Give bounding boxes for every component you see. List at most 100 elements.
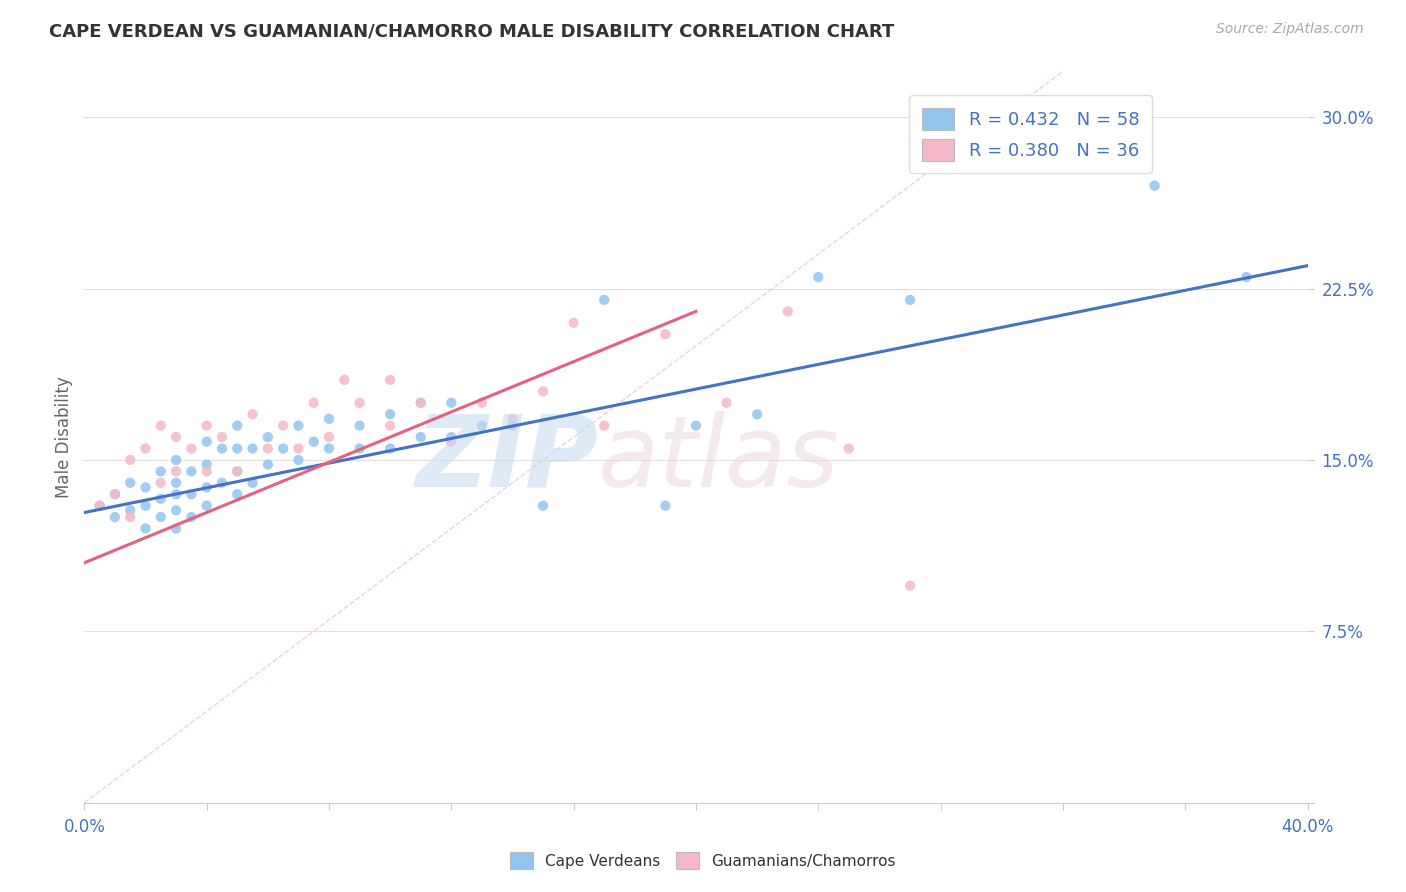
Point (195, 458, 218, 472)
Point (654, 499, 676, 513)
Point (226, 464, 249, 478)
Point (195, 434, 218, 449)
Y-axis label: Male Disability: Male Disability (55, 376, 73, 498)
Point (333, 373, 356, 387)
Point (120, 510, 142, 524)
Point (593, 418, 616, 433)
Point (195, 418, 218, 433)
Point (149, 475, 172, 490)
Point (302, 396, 325, 410)
Point (502, 418, 524, 433)
Point (807, 270, 830, 285)
Point (226, 487, 249, 501)
Point (165, 453, 187, 467)
Point (180, 510, 202, 524)
Text: Source: ZipAtlas.com: Source: ZipAtlas.com (1216, 22, 1364, 37)
Point (685, 418, 707, 433)
Point (287, 418, 309, 433)
Point (716, 396, 738, 410)
Text: atlas: atlas (598, 410, 839, 508)
Point (165, 503, 187, 517)
Point (349, 418, 371, 433)
Point (380, 407, 402, 421)
Point (226, 442, 249, 456)
Point (242, 475, 264, 490)
Point (242, 407, 264, 421)
Point (349, 442, 371, 456)
Point (440, 430, 463, 444)
Point (531, 499, 554, 513)
Point (242, 442, 264, 456)
Point (593, 293, 616, 307)
Point (211, 430, 233, 444)
Point (898, 579, 921, 593)
Point (89, 499, 111, 513)
Point (120, 475, 142, 490)
Point (502, 412, 524, 426)
Point (409, 430, 432, 444)
Point (257, 430, 280, 444)
Point (471, 418, 494, 433)
Point (149, 464, 172, 478)
Point (89, 499, 111, 513)
Legend: Cape Verdeans, Guamanians/Chamorros: Cape Verdeans, Guamanians/Chamorros (505, 846, 901, 875)
Point (135, 480, 157, 494)
Point (226, 464, 249, 478)
Point (135, 521, 157, 535)
Text: ZIP: ZIP (415, 410, 598, 508)
Point (1143, 178, 1166, 193)
Point (380, 442, 402, 456)
Point (104, 487, 127, 501)
Point (1236, 270, 1258, 285)
Point (287, 442, 309, 456)
Point (211, 475, 233, 490)
Point (271, 442, 294, 456)
Point (409, 396, 432, 410)
Point (302, 434, 325, 449)
Point (257, 458, 280, 472)
Point (898, 293, 921, 307)
Point (776, 304, 799, 318)
Legend: R = 0.432   N = 58, R = 0.380   N = 36: R = 0.432 N = 58, R = 0.380 N = 36 (908, 95, 1152, 173)
Point (531, 384, 554, 399)
Point (380, 373, 402, 387)
Point (562, 316, 585, 330)
Point (149, 418, 172, 433)
Point (380, 418, 402, 433)
Point (287, 453, 309, 467)
Point (440, 434, 463, 449)
Point (195, 464, 218, 478)
Point (104, 487, 127, 501)
Point (271, 418, 294, 433)
Point (349, 396, 371, 410)
Point (165, 464, 187, 478)
Point (180, 464, 202, 478)
Point (165, 475, 187, 490)
Point (654, 327, 676, 342)
Point (318, 442, 340, 456)
Point (838, 442, 860, 456)
Point (195, 499, 218, 513)
Point (226, 418, 249, 433)
Point (180, 487, 202, 501)
Point (440, 396, 463, 410)
Point (165, 521, 187, 535)
Point (471, 396, 494, 410)
Point (747, 407, 769, 421)
Point (149, 491, 172, 506)
Point (257, 442, 280, 456)
Text: CAPE VERDEAN VS GUAMANIAN/CHAMORRO MALE DISABILITY CORRELATION CHART: CAPE VERDEAN VS GUAMANIAN/CHAMORRO MALE … (49, 22, 894, 40)
Point (149, 510, 172, 524)
Point (409, 396, 432, 410)
Point (195, 480, 218, 494)
Point (318, 430, 340, 444)
Point (211, 442, 233, 456)
Point (165, 487, 187, 501)
Point (165, 430, 187, 444)
Point (135, 499, 157, 513)
Point (104, 510, 127, 524)
Point (180, 442, 202, 456)
Point (135, 442, 157, 456)
Point (318, 412, 340, 426)
Point (120, 453, 142, 467)
